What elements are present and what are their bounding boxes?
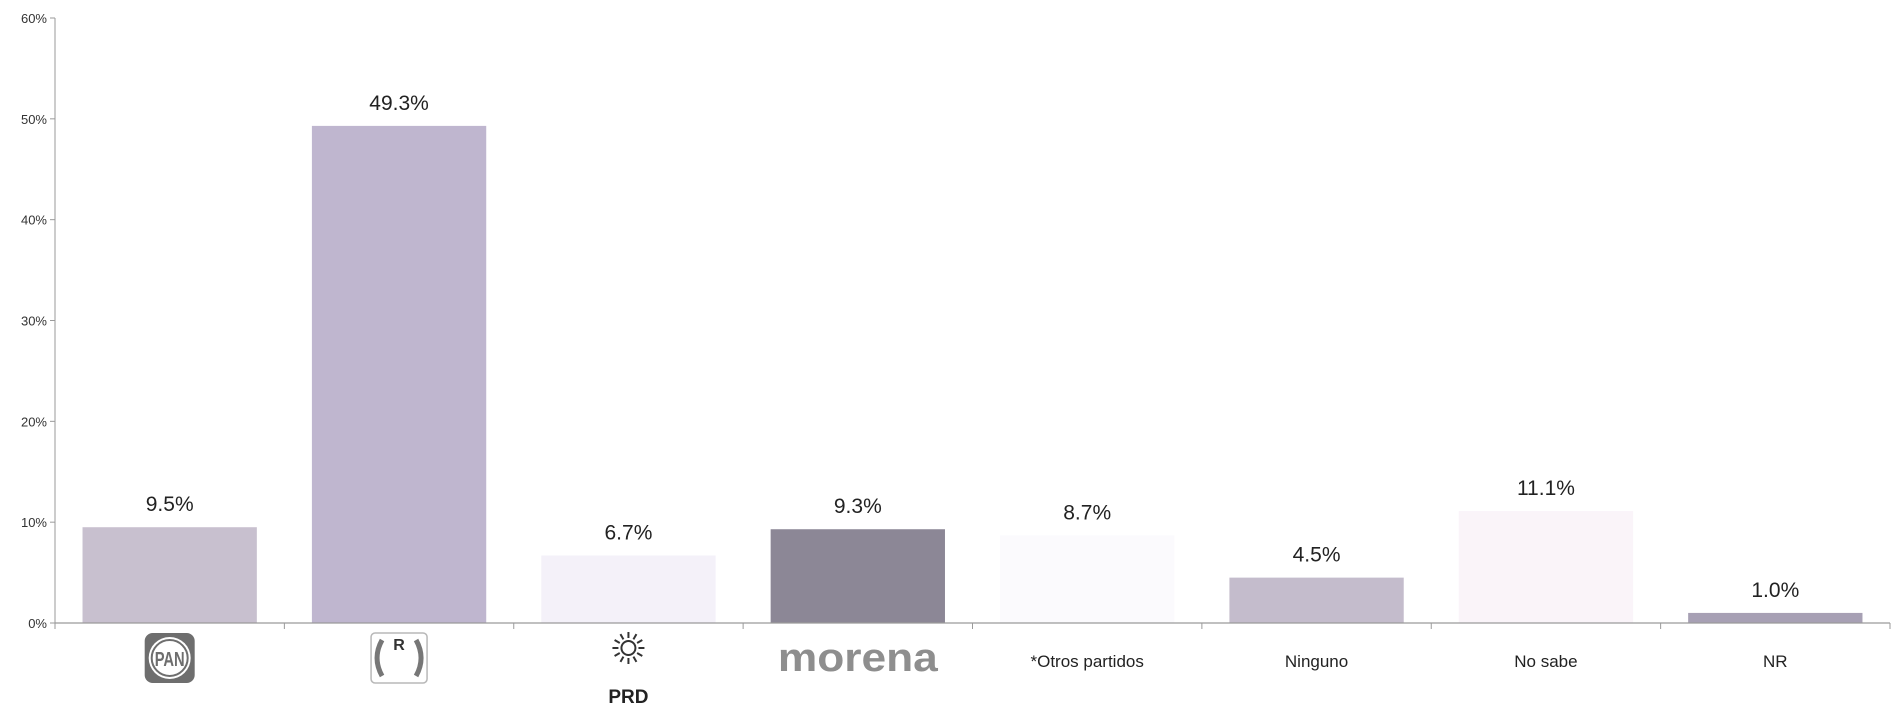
category-label: No sabe	[1514, 652, 1577, 671]
bar-morena	[770, 529, 945, 623]
bar-pan	[82, 527, 257, 623]
data-label: 1.0%	[1751, 579, 1799, 602]
data-label: 11.1%	[1517, 477, 1575, 500]
y-tick-label: 10%	[21, 515, 47, 530]
pan-logo: PAN	[144, 633, 195, 683]
y-tick-label: 60%	[21, 11, 47, 26]
y-tick-label: 40%	[21, 213, 47, 228]
bar-pri	[311, 125, 487, 624]
y-tick-label: 0%	[28, 616, 47, 631]
data-label: 6.7%	[605, 521, 653, 544]
data-label: 8.7%	[1063, 501, 1111, 524]
bar-no-sabe	[1458, 511, 1634, 623]
bar-otros-partidos	[1000, 535, 1175, 623]
svg-text:PRD: PRD	[608, 687, 648, 707]
data-label: 4.5%	[1293, 544, 1341, 567]
y-tick-label: 20%	[21, 414, 47, 429]
prd-logo: PRD	[608, 632, 649, 707]
svg-text:morena: morena	[778, 636, 939, 680]
category-label: *Otros partidos	[1030, 652, 1143, 671]
svg-text:PAN: PAN	[155, 649, 185, 671]
pri-logo: R	[370, 632, 428, 684]
data-label: 9.5%	[146, 493, 194, 516]
y-tick-label: 50%	[21, 112, 47, 127]
bar-ninguno	[1229, 577, 1404, 623]
category-label: Ninguno	[1285, 652, 1348, 671]
category-label: NR	[1763, 652, 1788, 671]
y-tick-label: 30%	[21, 314, 47, 329]
data-label: 9.3%	[834, 495, 882, 518]
bar-nr	[1688, 612, 1863, 623]
svg-text:R: R	[393, 637, 405, 654]
data-label: 49.3%	[369, 92, 429, 115]
morena-logo: morena	[778, 636, 939, 680]
bar-prd	[541, 555, 716, 623]
